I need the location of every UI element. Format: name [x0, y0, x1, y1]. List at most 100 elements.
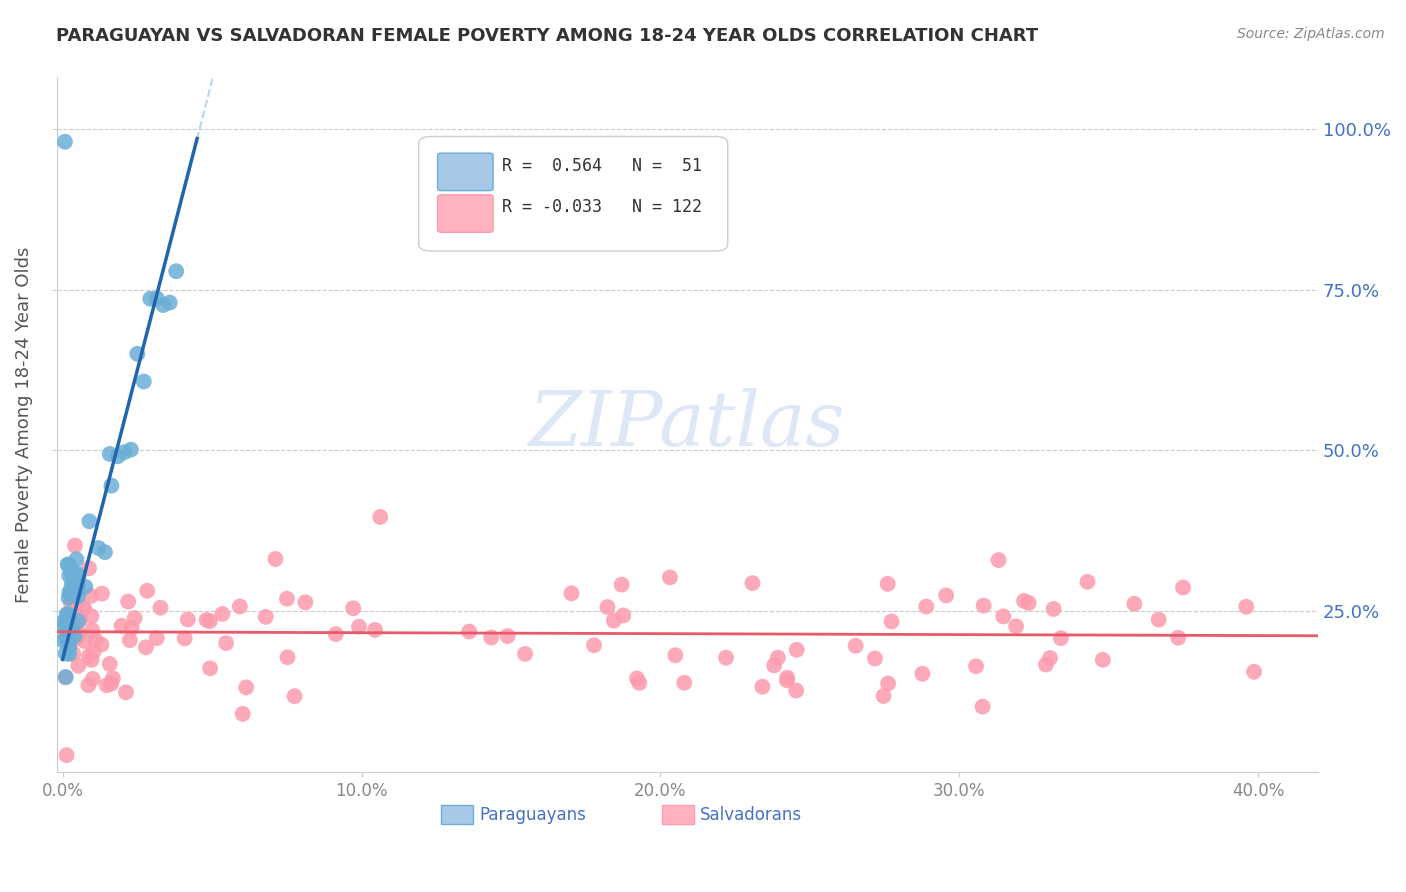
Point — [56, 612, 79, 626]
Point — [347, 619, 370, 633]
Point — [1012, 594, 1035, 608]
Point — [52, 615, 75, 629]
Point — [211, 607, 233, 621]
Point — [55, 632, 77, 647]
Point — [626, 672, 648, 686]
Point — [741, 576, 763, 591]
Point — [177, 612, 200, 626]
Text: R = -0.033   N = 122: R = -0.033 N = 122 — [502, 198, 702, 216]
Point — [112, 445, 135, 459]
Point — [83, 645, 105, 659]
Point — [55, 615, 77, 630]
Point — [100, 478, 122, 492]
Point — [55, 647, 77, 661]
Point — [62, 647, 84, 661]
Point — [1123, 597, 1146, 611]
Point — [55, 628, 77, 642]
Point — [52, 633, 75, 648]
Point — [232, 706, 254, 721]
Point — [73, 601, 96, 615]
Point — [513, 647, 536, 661]
Point — [658, 570, 681, 584]
Point — [993, 609, 1015, 624]
Point — [1076, 574, 1098, 589]
Point — [1005, 619, 1028, 633]
Point — [195, 613, 218, 627]
Point — [117, 594, 139, 608]
Point — [58, 585, 80, 599]
Point — [1035, 657, 1057, 672]
Point — [714, 650, 737, 665]
Point — [283, 690, 305, 704]
Point — [67, 577, 90, 591]
Point — [53, 135, 76, 149]
Point — [863, 651, 886, 665]
Point — [55, 670, 77, 684]
Point — [73, 634, 96, 648]
Point — [55, 670, 77, 684]
Point — [79, 514, 101, 528]
Point — [935, 589, 957, 603]
Text: Paraguayans: Paraguayans — [479, 806, 586, 824]
Point — [87, 541, 110, 555]
Point — [479, 631, 502, 645]
Point — [911, 666, 934, 681]
Point — [56, 633, 79, 648]
Point — [1147, 613, 1170, 627]
Point — [58, 633, 80, 648]
Point — [120, 442, 142, 457]
Point — [254, 610, 277, 624]
Point — [80, 589, 103, 603]
Point — [80, 653, 103, 667]
Point — [66, 627, 89, 641]
Point — [77, 649, 100, 664]
Point — [121, 621, 143, 635]
Point — [596, 600, 619, 615]
Point — [342, 601, 364, 615]
Point — [173, 632, 195, 646]
Point — [1167, 631, 1189, 645]
Point — [56, 607, 79, 622]
Point — [1243, 665, 1265, 679]
Point — [66, 614, 89, 628]
Point — [235, 681, 257, 695]
Point — [149, 600, 172, 615]
Point — [55, 615, 77, 630]
Text: PARAGUAYAN VS SALVADORAN FEMALE POVERTY AMONG 18-24 YEAR OLDS CORRELATION CHART: PARAGUAYAN VS SALVADORAN FEMALE POVERTY … — [56, 27, 1039, 45]
Point — [65, 552, 87, 566]
Point — [77, 561, 100, 575]
Point — [132, 375, 155, 389]
Point — [1039, 651, 1062, 665]
Point — [69, 627, 91, 641]
Point — [55, 748, 77, 763]
Point — [91, 586, 114, 600]
Point — [67, 569, 90, 583]
Point — [560, 586, 582, 600]
Point — [987, 553, 1010, 567]
Point — [63, 587, 86, 601]
Point — [66, 582, 89, 597]
Point — [763, 658, 786, 673]
FancyBboxPatch shape — [437, 153, 494, 191]
Point — [152, 298, 174, 312]
Point — [107, 449, 129, 463]
Point — [58, 591, 80, 605]
Point — [58, 640, 80, 655]
Point — [845, 639, 868, 653]
Point — [96, 678, 118, 692]
Point — [496, 629, 519, 643]
Point — [80, 609, 103, 624]
Point — [786, 642, 808, 657]
Point — [276, 650, 298, 665]
Point — [58, 647, 80, 661]
Point — [880, 615, 903, 629]
Y-axis label: Female Poverty Among 18-24 Year Olds: Female Poverty Among 18-24 Year Olds — [15, 246, 32, 603]
Point — [612, 608, 634, 623]
Point — [58, 637, 80, 651]
Point — [1171, 581, 1194, 595]
Point — [751, 680, 773, 694]
Point — [229, 599, 252, 614]
Point — [60, 566, 83, 581]
Point — [215, 636, 238, 650]
Point — [198, 661, 221, 675]
